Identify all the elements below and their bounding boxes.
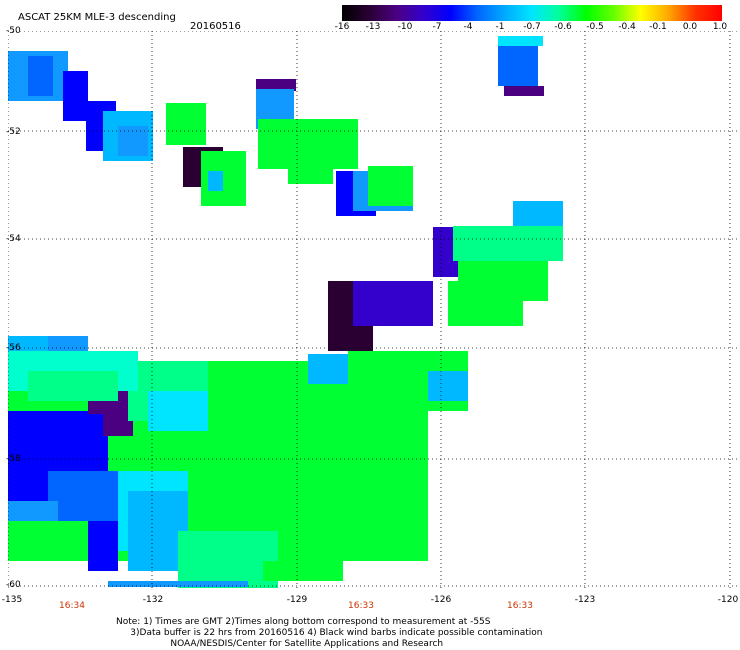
lon-label: -126 [430,595,452,605]
colorbar-tick: -0.4 [618,22,636,32]
grid-lines [8,31,740,588]
wind-cell [263,561,343,581]
time-label: 16:34 [59,601,85,611]
wind-cell [453,301,493,326]
lon-label: -129 [286,595,308,605]
lat-label: -50 [6,26,21,36]
footnotes: Note: 1) Times are GMT 2)Times along bot… [116,617,543,650]
wind-cell [288,159,333,184]
wind-cell [108,581,248,587]
map-title: ASCAT 25KM MLE-3 descending [18,12,176,23]
wind-cell [28,371,118,401]
colorbar-tick: -0.5 [586,22,604,32]
wind-cell [308,354,348,384]
wind-cell [201,151,246,206]
lat-label: -56 [6,343,21,353]
wind-map [8,31,740,588]
wind-cell [218,411,318,511]
wind-cell [368,166,413,206]
wind-cell [453,226,563,261]
time-label: 16:33 [507,601,533,611]
lon-label: -120 [717,595,739,605]
colorbar-tick: -13 [365,22,381,32]
colorbar-tick: -1 [495,22,505,32]
wind-cell [166,103,206,145]
wind-cell [118,126,148,156]
color-scale-ticks: -16 -13 -10 -7 -4 -1 -0.7 -0.6 -0.5 -0.4… [335,0,728,40]
colorbar-tick: 0.0 [682,22,698,32]
wind-cell [148,391,208,431]
wind-cell [28,56,53,96]
wind-cell [428,371,468,401]
lon-label: -132 [142,595,164,605]
lat-label: -52 [6,127,21,137]
lat-label: -60 [6,580,21,590]
lon-label: -123 [574,595,596,605]
lat-label: -54 [6,234,21,244]
lon-label: -135 [1,595,23,605]
colorbar-tick: -4 [463,22,473,32]
map-date: 20160516 [190,21,241,32]
note-line: 3)Data buffer is 22 hrs from 20160516 4)… [116,628,543,638]
wind-cell [178,531,278,588]
wind-cell [8,501,58,521]
colorbar-tick: -10 [397,22,413,32]
note-line: NOAA/NESDIS/Center for Satellite Applica… [116,639,444,649]
color-scale-bar [342,5,722,21]
wind-cell [498,36,543,46]
wind-cell [63,71,88,121]
wind-cell [208,171,223,191]
data-cells [8,36,563,588]
colorbar-tick: -0.1 [649,22,667,32]
colorbar-tick: 1.0 [712,22,728,32]
wind-cell [504,86,544,96]
wind-cell [256,79,296,91]
wind-cell [48,471,118,521]
wind-cell [378,281,433,321]
note-line: Note: 1) Times are GMT 2)Times along bot… [116,617,491,627]
lat-label: -58 [6,454,21,464]
wind-cell [308,411,428,561]
colorbar-tick: -16 [334,22,350,32]
time-label: 16:33 [348,601,374,611]
colorbar-tick: -0.7 [523,22,541,32]
colorbar-tick: -0.6 [554,22,572,32]
colorbar-tick: -7 [432,22,442,32]
